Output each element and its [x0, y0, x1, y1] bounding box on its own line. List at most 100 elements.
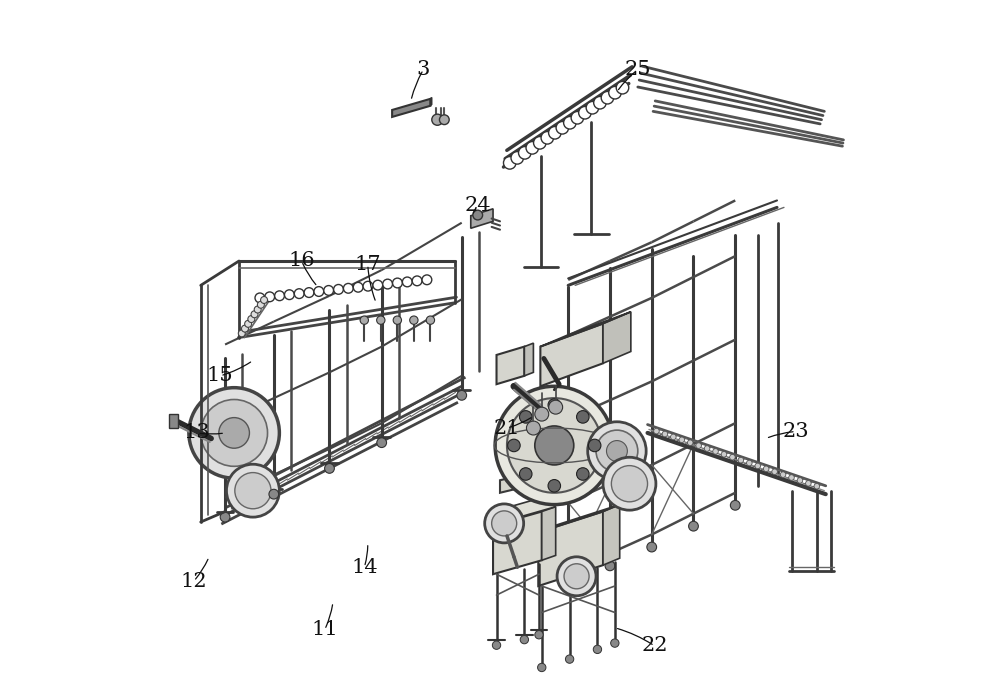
Polygon shape	[538, 512, 603, 586]
Text: 22: 22	[641, 636, 668, 656]
Circle shape	[577, 411, 589, 423]
Circle shape	[325, 464, 334, 473]
Circle shape	[549, 127, 561, 139]
Circle shape	[235, 473, 271, 509]
Circle shape	[508, 439, 520, 452]
Circle shape	[219, 418, 249, 448]
Circle shape	[548, 399, 561, 411]
Text: 23: 23	[782, 422, 809, 441]
Circle shape	[519, 468, 532, 480]
Circle shape	[605, 561, 615, 571]
Circle shape	[393, 316, 402, 324]
Circle shape	[353, 283, 363, 292]
Text: 16: 16	[288, 251, 315, 271]
Circle shape	[520, 635, 529, 644]
Circle shape	[269, 489, 279, 499]
Text: 21: 21	[494, 418, 520, 438]
Circle shape	[248, 315, 255, 322]
Circle shape	[402, 277, 412, 287]
Circle shape	[265, 292, 275, 301]
Circle shape	[245, 320, 252, 327]
Circle shape	[755, 463, 761, 468]
Circle shape	[304, 287, 314, 297]
Circle shape	[284, 290, 294, 299]
Polygon shape	[603, 505, 620, 565]
Circle shape	[730, 454, 735, 460]
Circle shape	[679, 437, 685, 443]
Polygon shape	[538, 505, 620, 532]
Polygon shape	[471, 209, 493, 228]
Circle shape	[519, 147, 531, 159]
Polygon shape	[500, 447, 639, 493]
Circle shape	[485, 504, 524, 543]
Circle shape	[238, 330, 245, 337]
Circle shape	[439, 115, 449, 125]
Circle shape	[606, 441, 627, 461]
Circle shape	[609, 86, 621, 99]
Circle shape	[557, 557, 596, 596]
Circle shape	[324, 285, 334, 295]
Text: 17: 17	[354, 255, 381, 274]
Circle shape	[255, 293, 265, 303]
Circle shape	[377, 316, 385, 324]
Circle shape	[426, 316, 435, 324]
Circle shape	[511, 152, 524, 164]
Circle shape	[571, 111, 584, 124]
Polygon shape	[540, 324, 603, 386]
Circle shape	[535, 407, 549, 421]
Text: 13: 13	[184, 423, 211, 443]
Circle shape	[473, 210, 483, 220]
Circle shape	[360, 316, 368, 324]
Circle shape	[662, 432, 668, 437]
Circle shape	[806, 480, 811, 486]
Circle shape	[593, 645, 602, 654]
Circle shape	[772, 469, 777, 475]
Circle shape	[535, 631, 543, 639]
Circle shape	[747, 460, 752, 466]
Circle shape	[738, 457, 744, 463]
Circle shape	[220, 512, 230, 522]
Circle shape	[492, 511, 517, 536]
Circle shape	[564, 116, 576, 129]
Circle shape	[556, 122, 569, 134]
Text: 3: 3	[417, 60, 430, 79]
Circle shape	[373, 280, 383, 290]
Circle shape	[671, 434, 676, 440]
Polygon shape	[493, 512, 542, 574]
Circle shape	[814, 484, 820, 489]
Circle shape	[189, 388, 279, 478]
Circle shape	[410, 316, 418, 324]
Circle shape	[495, 386, 613, 505]
Circle shape	[763, 466, 769, 472]
Circle shape	[713, 449, 718, 454]
Circle shape	[519, 411, 532, 423]
Circle shape	[548, 480, 561, 492]
Circle shape	[334, 285, 343, 294]
Circle shape	[588, 422, 646, 480]
Circle shape	[226, 464, 279, 517]
Text: 14: 14	[351, 557, 378, 577]
Circle shape	[789, 475, 794, 480]
Circle shape	[201, 400, 268, 466]
Circle shape	[565, 655, 574, 663]
Polygon shape	[603, 312, 631, 363]
Polygon shape	[392, 99, 430, 117]
Polygon shape	[497, 347, 524, 384]
Circle shape	[275, 291, 284, 301]
Circle shape	[492, 641, 501, 649]
Circle shape	[535, 426, 574, 465]
Circle shape	[383, 279, 392, 289]
Circle shape	[596, 430, 638, 472]
Circle shape	[730, 500, 740, 510]
Circle shape	[647, 542, 657, 552]
Text: 25: 25	[625, 60, 651, 79]
Circle shape	[314, 287, 324, 296]
Polygon shape	[542, 507, 556, 560]
Circle shape	[393, 278, 402, 288]
Circle shape	[564, 564, 589, 589]
Circle shape	[363, 281, 373, 291]
Circle shape	[526, 421, 540, 435]
Circle shape	[377, 438, 387, 448]
Circle shape	[343, 283, 353, 293]
Circle shape	[257, 301, 264, 308]
